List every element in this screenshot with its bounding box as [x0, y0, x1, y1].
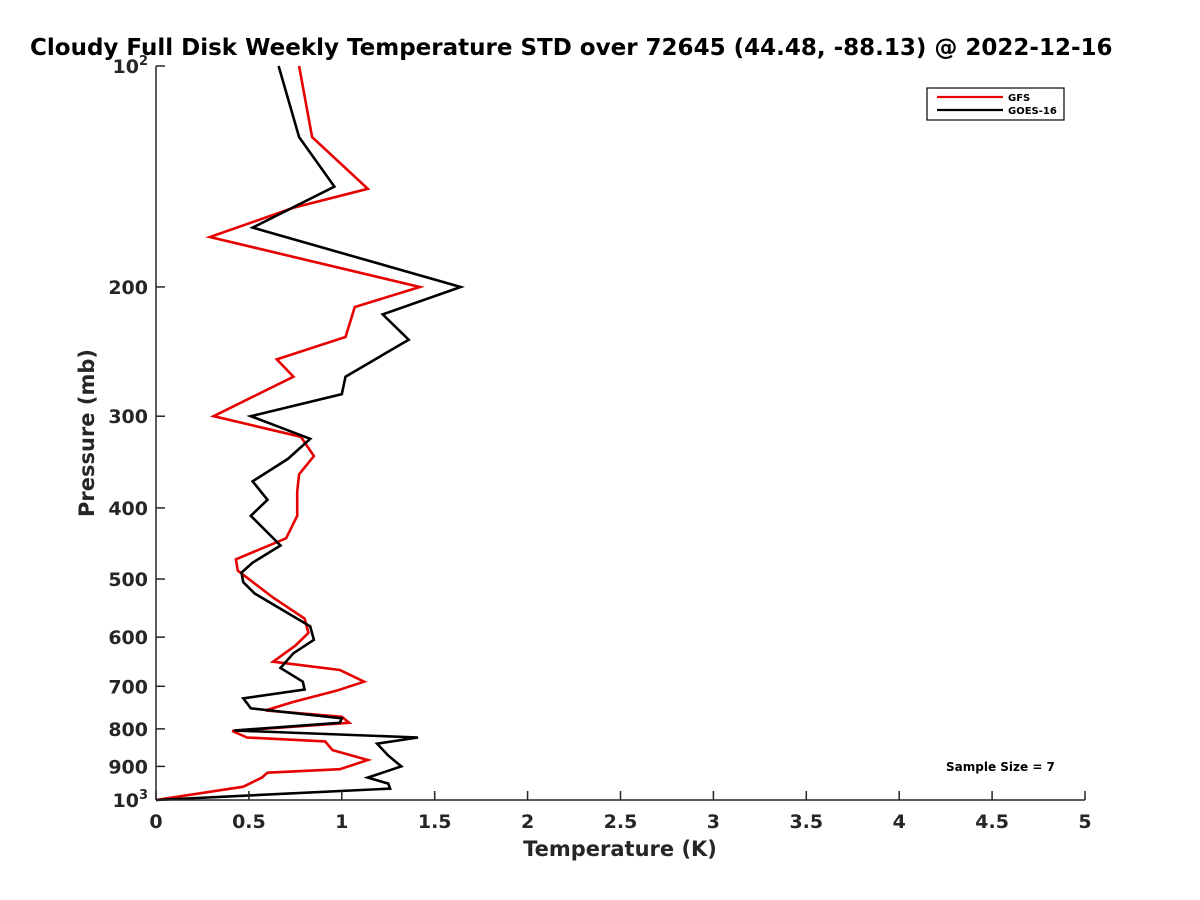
y-tick-label: 300 — [108, 406, 148, 428]
legend-label: GOES-16 — [1008, 106, 1057, 117]
x-tick-label: 0 — [149, 811, 162, 833]
y-tick-label: 900 — [108, 756, 148, 778]
y-tick-label: 500 — [108, 569, 148, 591]
y-tick-label: 700 — [108, 676, 148, 698]
chart-title: Cloudy Full Disk Weekly Temperature STD … — [30, 35, 1113, 61]
y-tick-label: 400 — [108, 498, 148, 520]
legend-label: GFS — [1008, 93, 1030, 104]
y-axis: 102 200 300 400 500 600 700 800 900 103 — [108, 54, 165, 812]
y-tick-label: 102 — [113, 54, 149, 78]
plot-area — [155, 65, 465, 802]
x-tick-label: 4.5 — [975, 811, 1009, 833]
sample-size-annotation: Sample Size = 7 — [946, 760, 1055, 774]
series-line-gfs — [155, 65, 425, 802]
y-tick-label: 103 — [113, 788, 149, 812]
x-axis-title: Temperature (K) — [523, 837, 717, 861]
x-tick-label: 4 — [893, 811, 906, 833]
legend: GFS GOES-16 — [926, 87, 1065, 121]
x-tick-label: 2.5 — [604, 811, 638, 833]
x-tick-label: 3 — [707, 811, 720, 833]
y-tick-label: 800 — [108, 719, 148, 741]
x-tick-label: 1.5 — [418, 811, 452, 833]
y-tick-label: 200 — [108, 277, 148, 299]
series-line-goes-16 — [155, 65, 465, 802]
y-tick-label: 600 — [108, 627, 148, 649]
x-tick-label: 3.5 — [789, 811, 823, 833]
x-tick-label: 2 — [521, 811, 534, 833]
x-tick-label: 5 — [1078, 811, 1091, 833]
legend-box — [926, 87, 1065, 121]
x-axis: 0 0.5 1 1.5 2 2.5 3 3.5 4 4.5 5 — [149, 791, 1092, 833]
y-axis-title: Pressure (mb) — [75, 349, 99, 517]
x-tick-label: 1 — [335, 811, 348, 833]
x-tick-label: 0.5 — [232, 811, 266, 833]
